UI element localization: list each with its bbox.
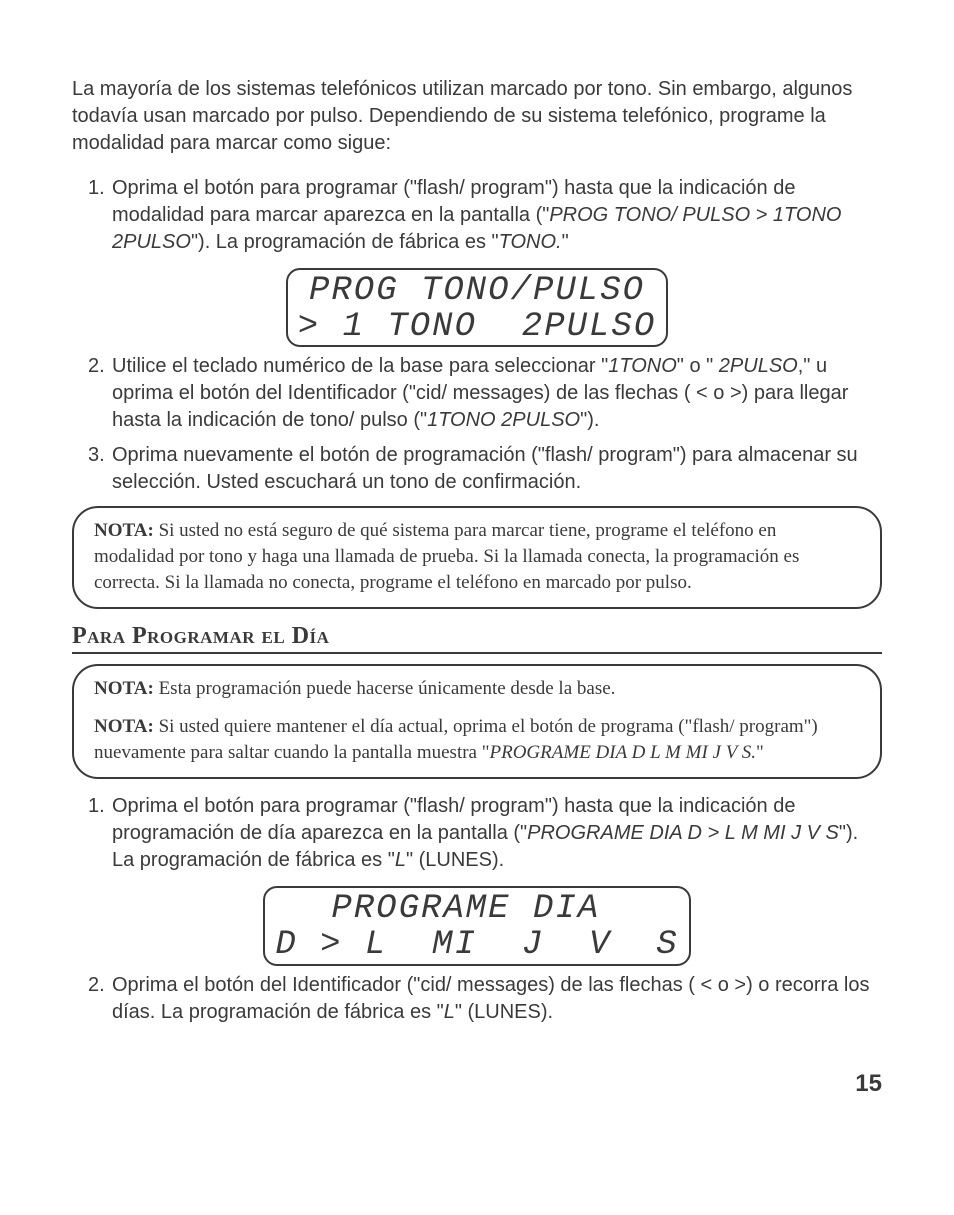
step-number: 2. — [88, 353, 112, 380]
lcd-row: PROG TONO/PULSO — [298, 274, 656, 310]
step-1: 1.Oprima el botón para programar ("flash… — [72, 175, 882, 256]
note-box-2: NOTA: Esta programación puede hacerse ún… — [72, 664, 882, 779]
step-2: 2.Utilice el teclado numérico de la base… — [72, 353, 882, 434]
steps-list-day-cont: 2.Oprima el botón del Identificador ("ci… — [72, 972, 882, 1026]
step-text: Utilice el teclado numérico de la base p… — [112, 355, 848, 431]
lcd-row: > 1 TONO 2PULSO — [298, 310, 656, 346]
step-text: Oprima el botón del Identificador ("cid/… — [112, 974, 869, 1023]
note-paragraph: NOTA: Si usted no está seguro de qué sis… — [94, 518, 860, 595]
step-1: 1.Oprima el botón para programar ("flash… — [72, 793, 882, 874]
note-label: NOTA: — [94, 678, 154, 699]
note-text: Si usted no está seguro de qué sistema p… — [94, 520, 799, 592]
lcd-row: PROGRAME DIA — [275, 892, 678, 928]
note-text: Esta programación puede hacerse únicamen… — [154, 678, 616, 699]
step-number: 2. — [88, 972, 112, 999]
steps-list-day: 1.Oprima el botón para programar ("flash… — [72, 793, 882, 874]
page-number: 15 — [72, 1070, 882, 1098]
note-label: NOTA: — [94, 520, 154, 541]
section-heading: Para Programar el Día — [72, 623, 882, 654]
lcd-display-1-wrap: PROG TONO/PULSO > 1 TONO 2PULSO — [72, 268, 882, 347]
step-text: Oprima el botón para programar ("flash/ … — [112, 795, 858, 871]
step-number: 1. — [88, 175, 112, 202]
step-number: 3. — [88, 442, 112, 469]
note-box-1: NOTA: Si usted no está seguro de qué sis… — [72, 506, 882, 609]
step-2: 2.Oprima el botón del Identificador ("ci… — [72, 972, 882, 1026]
lcd-display-1: PROG TONO/PULSO > 1 TONO 2PULSO — [286, 268, 668, 347]
note-paragraph: NOTA: Esta programación puede hacerse ún… — [94, 676, 860, 702]
intro-paragraph: La mayoría de los sistemas telefónicos u… — [72, 76, 882, 157]
steps-list-tone-pulse: 1.Oprima el botón para programar ("flash… — [72, 175, 882, 256]
step-number: 1. — [88, 793, 112, 820]
lcd-display-2-wrap: PROGRAME DIA D > L MI J V S — [72, 886, 882, 965]
steps-list-tone-pulse-cont: 2.Utilice el teclado numérico de la base… — [72, 353, 882, 496]
step-3: 3.Oprima nuevamente el botón de programa… — [72, 442, 882, 496]
note-label: NOTA: — [94, 716, 154, 737]
step-text: Oprima el botón para programar ("flash/ … — [112, 177, 841, 253]
lcd-display-2: PROGRAME DIA D > L MI J V S — [263, 886, 690, 965]
lcd-row: D > L MI J V S — [275, 928, 678, 964]
note-paragraph: NOTA: Si usted quiere mantener el día ac… — [94, 714, 860, 765]
step-text: Oprima nuevamente el botón de programaci… — [112, 444, 858, 493]
note-text: Si usted quiere mantener el día actual, … — [94, 716, 818, 763]
